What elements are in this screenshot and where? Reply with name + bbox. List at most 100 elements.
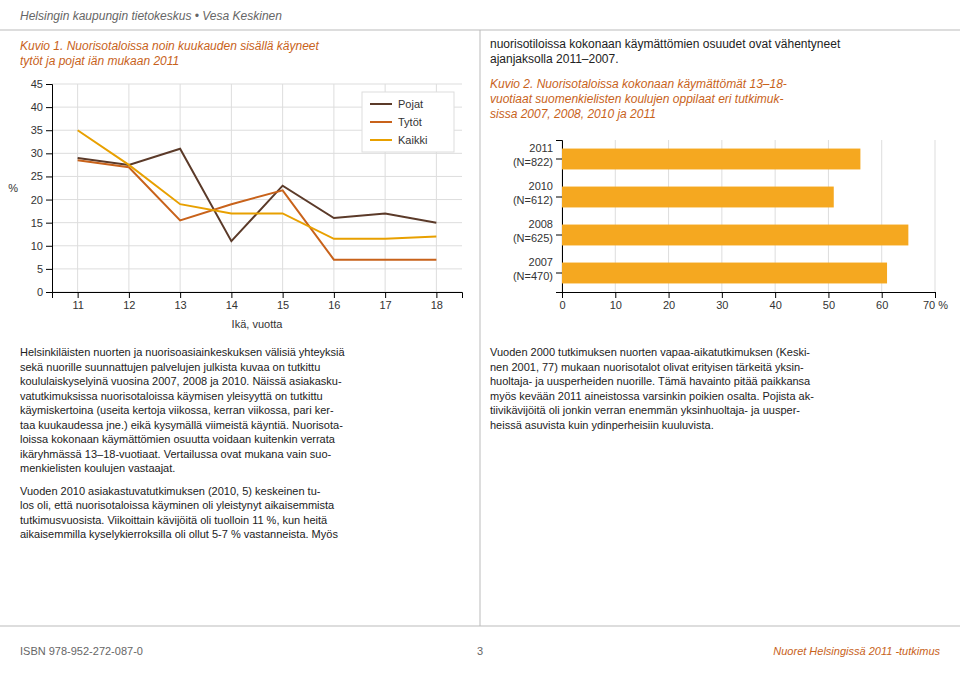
chart-title-line: tytöt ja pojat iän mukaan 2011 [20, 54, 179, 68]
series-line [78, 149, 437, 241]
tick-mark [775, 292, 776, 298]
bar [562, 225, 908, 246]
tick-label: 2010 (N=612) [513, 180, 553, 205]
grid-line [52, 84, 462, 85]
column-divider [480, 30, 481, 626]
footer-center: 3 [477, 645, 483, 657]
grid-line [333, 84, 334, 292]
tick-mark [46, 200, 52, 201]
tick-label-line: 2011 [529, 142, 553, 154]
tick: 40 [31, 101, 52, 113]
tick-mark [615, 292, 616, 298]
tick-label-line: (N=822) [513, 156, 553, 168]
body-text: taa kuukaudessa jne.) eikä kysymällä vii… [20, 419, 343, 431]
tick: 60 [876, 292, 888, 311]
tick-label: 18 [431, 299, 443, 311]
x-axis: 1112131415161718 [53, 292, 463, 311]
body-text: nen 2001, 77) mukaan nuorisotalot olivat… [490, 361, 804, 373]
tick: 20 [31, 194, 52, 206]
tick: 12 [123, 292, 135, 311]
tick-label-line: (N=470) [513, 270, 553, 282]
body-text: huoltaja- ja uusperheiden nuorille. Tämä… [490, 375, 811, 387]
footer-rule [0, 626, 960, 627]
body-text: los oli, että nuorisotaloissa käyminen o… [20, 499, 335, 511]
tick-mark [78, 292, 79, 298]
tick-mark [556, 159, 562, 160]
chart-title-line: Kuvio 2. Nuorisotaloissa kokonaan käymät… [490, 77, 787, 91]
grid-line [282, 84, 283, 292]
tick-mark [46, 269, 52, 270]
body-text: menkielisten koulujen vastaajat. [20, 462, 175, 474]
chart-title-line: vuotiaat suomenkielisten koulujen oppila… [490, 92, 784, 106]
tick-label-line: 2010 [529, 180, 553, 192]
grid [562, 140, 935, 292]
tick: 15 [31, 217, 52, 229]
tick-label: 2007(N=470) [513, 256, 553, 281]
tick: 2011 (N=822) [513, 142, 562, 167]
tick: 30 [716, 292, 728, 311]
tick-mark [669, 292, 670, 298]
plot-area [562, 149, 908, 284]
intro-text: nuorisotiloissa kokonaan käymättömien os… [490, 37, 841, 51]
tick-mark [46, 84, 52, 85]
tick-label: 14 [226, 299, 238, 311]
tick-mark [722, 292, 723, 298]
body-text: heissä asuvista kuin ydinperheisiin kuul… [490, 419, 714, 431]
tick-label: 45 [31, 78, 43, 90]
grid [52, 84, 462, 292]
tick-mark [935, 292, 936, 298]
tick: 50 [823, 292, 835, 311]
legend-label: Pojat [398, 98, 423, 110]
y-axis-line [46, 85, 53, 293]
legend-swatch [370, 121, 392, 123]
tick-label: 17 [380, 299, 392, 311]
body-text: Vuoden 2000 tutkimuksen nuorten vapaa-ai… [490, 346, 810, 358]
tick-label: 50 [823, 299, 835, 311]
tick-mark [828, 292, 829, 298]
footer-right: Nuoret Helsingissä 2011 -tutkimus [773, 645, 940, 657]
y-axis: 051015202530354045 [31, 78, 53, 298]
x-axis-title: Ikä, vuotta [232, 318, 284, 330]
tick-label: 15 [277, 299, 289, 311]
tick-mark [180, 292, 181, 298]
tick-label-line: 2008 [529, 218, 553, 230]
body-text: koululaiskyselyinä vuosina 2007, 2008 ja… [20, 375, 342, 387]
bar [562, 263, 887, 284]
tick-mark [129, 292, 130, 298]
body-text: loissa kokonaan käymättömien osuutta voi… [20, 433, 336, 445]
tick: 15 [277, 292, 289, 311]
tick-label: 40 [770, 299, 782, 311]
tick: 10 [610, 292, 622, 311]
tick-mark [385, 292, 386, 298]
chart-title-line: sissa 2007, 2008, 2010 ja 2011 [490, 107, 656, 121]
tick: 20 [663, 292, 675, 311]
tick-mark [882, 292, 883, 298]
tick: 10 [31, 240, 52, 252]
grid-line [52, 222, 462, 223]
tick-mark [46, 292, 52, 293]
intro-text: ajanjaksolla 2011–2007. [490, 52, 619, 66]
tick: 2008 (N=625) [513, 218, 562, 243]
tick-mark [334, 292, 335, 298]
page: Helsingin kaupungin tietokeskus • Vesa K… [0, 0, 960, 679]
tick-label: 2008 (N=625) [513, 218, 553, 243]
tick: 2010 (N=612) [513, 180, 562, 205]
grid-line [231, 84, 232, 292]
chart: Kuvio 1. Nuorisotaloissa noin kuukauden … [8, 39, 462, 330]
body-text: aikaisemmilla kyselykierroksilla oli oll… [20, 528, 338, 540]
tick-label-line: (N=625) [513, 232, 553, 244]
tick-mark [46, 130, 52, 131]
tick-label: 20 [31, 194, 43, 206]
tick: 16 [328, 292, 340, 311]
body-text: sekä nuorille suunnattujen palvelujen ju… [20, 361, 320, 373]
tick-mark [46, 223, 52, 224]
body-text: ikäryhmässä 13–18-vuotiaat. Vertailussa … [20, 448, 332, 460]
chart-title-line: Kuvio 1. Nuorisotaloissa noin kuukauden … [20, 39, 320, 53]
tick-label: 30 [716, 299, 728, 311]
grid-line [77, 84, 78, 292]
tick-label-line: (N=612) [513, 194, 553, 206]
tick-label: 70 % [923, 299, 948, 311]
tick-label: 16 [328, 299, 340, 311]
tick-label: 0 [559, 299, 565, 311]
chart: Kuvio 2. Nuorisotaloissa kokonaan käymät… [490, 77, 948, 311]
